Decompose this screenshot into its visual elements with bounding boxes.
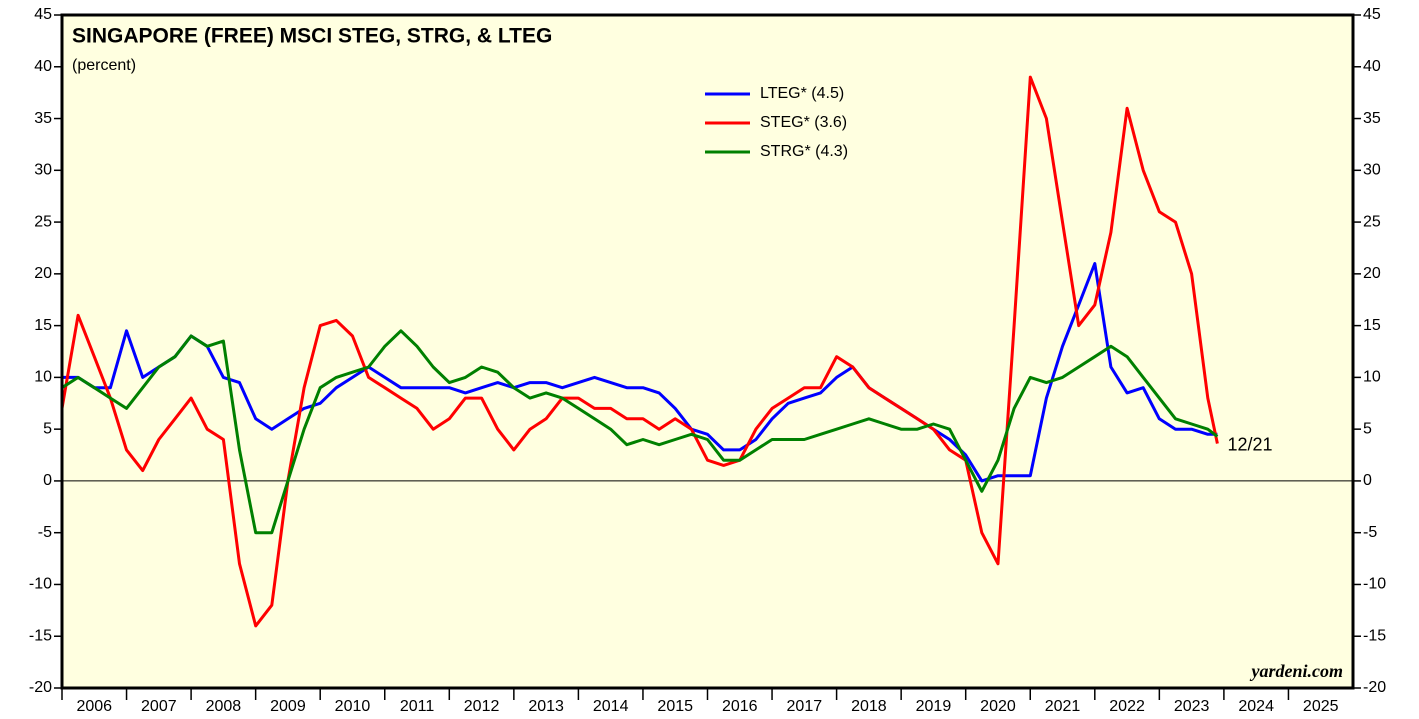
x-tick-label: 2009 bbox=[270, 698, 306, 715]
y2-tick-label: -15 bbox=[1363, 627, 1386, 644]
x-tick-label: 2006 bbox=[76, 698, 112, 715]
y2-tick-label: 10 bbox=[1363, 369, 1381, 386]
legend-label: LTEG* (4.5) bbox=[760, 85, 844, 102]
x-tick-label: 2023 bbox=[1174, 698, 1210, 715]
x-tick-label: 2018 bbox=[851, 698, 887, 715]
x-tick-label: 2020 bbox=[980, 698, 1016, 715]
y2-tick-label: 15 bbox=[1363, 317, 1381, 334]
y-tick-label: 15 bbox=[34, 317, 52, 334]
y2-tick-label: -5 bbox=[1363, 524, 1377, 541]
x-tick-label: 2014 bbox=[593, 698, 629, 715]
y-tick-label: 0 bbox=[43, 472, 52, 489]
line-series bbox=[61, 329, 1219, 535]
x-tick-label: 2017 bbox=[787, 698, 823, 715]
y-tick-label: -20 bbox=[29, 679, 52, 696]
x-tick-label: 2016 bbox=[722, 698, 758, 715]
y2-tick-label: 45 bbox=[1363, 6, 1381, 23]
y-tick-label: -10 bbox=[29, 576, 52, 593]
y-tick-label: 25 bbox=[34, 213, 52, 230]
y2-tick-label: 35 bbox=[1363, 110, 1381, 127]
x-tick-label: 2010 bbox=[335, 698, 371, 715]
x-tick-label: 2011 bbox=[400, 698, 435, 715]
x-tick-label: 2019 bbox=[916, 698, 952, 715]
legend-label: STRG* (4.3) bbox=[760, 143, 848, 160]
chart-title: SINGAPORE (FREE) MSCI STEG, STRG, & LTEG bbox=[72, 25, 552, 48]
y-tick-label: 30 bbox=[34, 162, 52, 179]
line-series bbox=[62, 262, 1218, 483]
y-tick-label: 10 bbox=[34, 369, 52, 386]
x-tick-label: 2022 bbox=[1109, 698, 1145, 715]
y-tick-label: 5 bbox=[43, 420, 52, 437]
line-series bbox=[60, 75, 1219, 628]
y-tick-label: 40 bbox=[34, 58, 52, 75]
y2-tick-label: -10 bbox=[1363, 576, 1386, 593]
y-tick-label: -15 bbox=[29, 627, 52, 644]
y2-tick-label: -20 bbox=[1363, 679, 1386, 696]
chart-subtitle: (percent) bbox=[72, 57, 136, 74]
annotation: 12/21 bbox=[1227, 434, 1272, 454]
y2-tick-label: 40 bbox=[1363, 58, 1381, 75]
source: yardeni.com bbox=[1250, 661, 1344, 681]
y-tick-label: -5 bbox=[38, 524, 52, 541]
y-tick-label: 35 bbox=[34, 110, 52, 127]
x-tick-label: 2008 bbox=[206, 698, 242, 715]
x-tick-label: 2012 bbox=[464, 698, 500, 715]
y2-tick-label: 5 bbox=[1363, 420, 1372, 437]
y-tick-label: 20 bbox=[34, 265, 52, 282]
y2-tick-label: 0 bbox=[1363, 472, 1372, 489]
x-tick-label: 2024 bbox=[1238, 698, 1274, 715]
x-tick-label: 2015 bbox=[657, 698, 693, 715]
x-tick-label: 2025 bbox=[1303, 698, 1339, 715]
y-tick-label: 45 bbox=[34, 6, 52, 23]
plot-area bbox=[62, 15, 1353, 688]
x-tick-label: 2021 bbox=[1045, 698, 1081, 715]
x-tick-label: 2007 bbox=[141, 698, 177, 715]
plot-border bbox=[60, 13, 1355, 690]
y2-tick-label: 20 bbox=[1363, 265, 1381, 282]
y2-tick-label: 30 bbox=[1363, 162, 1381, 179]
x-tick-label: 2013 bbox=[528, 698, 564, 715]
y2-tick-label: 25 bbox=[1363, 213, 1381, 230]
legend-label: STEG* (3.6) bbox=[760, 114, 847, 131]
